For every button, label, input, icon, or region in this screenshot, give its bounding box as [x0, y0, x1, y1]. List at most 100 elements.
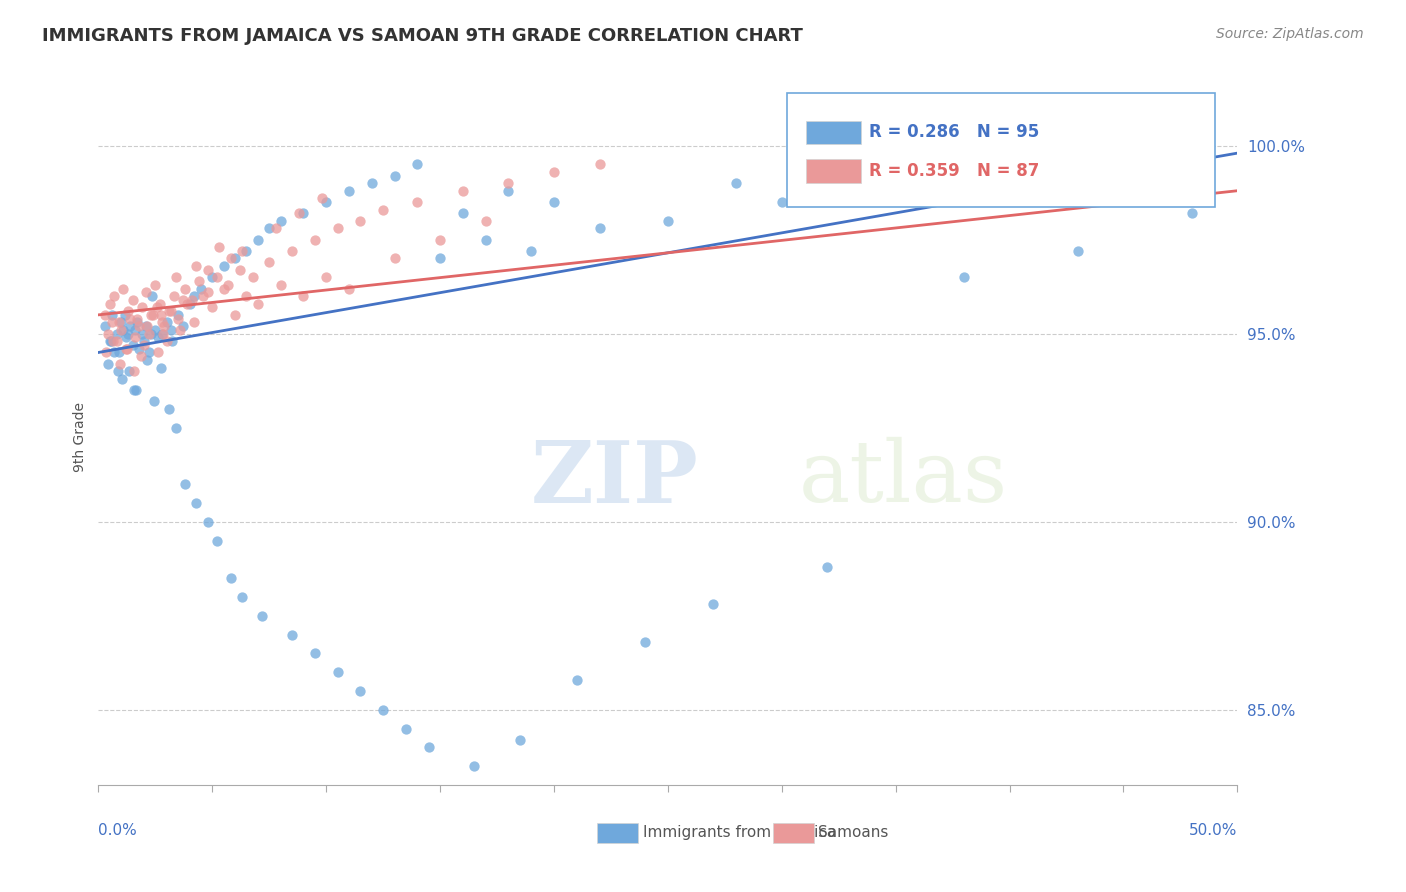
- FancyBboxPatch shape: [773, 823, 814, 844]
- Point: [292, 289, 315, 303]
- Point: [384, 169, 406, 183]
- Point: [103, 345, 125, 359]
- Point: [150, 360, 173, 375]
- Point: [176, 296, 198, 310]
- Point: [725, 176, 748, 190]
- Point: [108, 345, 131, 359]
- Point: [270, 277, 292, 292]
- Point: [326, 665, 349, 680]
- Text: Source: ZipAtlas.com: Source: ZipAtlas.com: [1216, 27, 1364, 41]
- Point: [179, 296, 201, 310]
- Point: [406, 194, 429, 209]
- Point: [224, 308, 246, 322]
- Point: [1112, 146, 1135, 161]
- Point: [165, 270, 187, 285]
- Point: [418, 740, 440, 755]
- Point: [395, 722, 418, 736]
- Text: Immigrants from Jamaica: Immigrants from Jamaica: [643, 825, 837, 839]
- Point: [127, 311, 149, 326]
- Point: [172, 293, 194, 307]
- Point: [149, 296, 172, 310]
- Point: [281, 627, 304, 641]
- Point: [142, 308, 165, 322]
- Point: [463, 759, 485, 773]
- Point: [884, 169, 907, 183]
- Point: [114, 342, 136, 356]
- Text: atlas: atlas: [799, 437, 1008, 520]
- Point: [174, 281, 197, 295]
- Point: [205, 533, 228, 548]
- Point: [231, 590, 253, 604]
- Point: [122, 383, 145, 397]
- Point: [103, 289, 125, 303]
- Point: [953, 270, 976, 285]
- Point: [212, 259, 235, 273]
- Point: [101, 315, 124, 329]
- Point: [153, 319, 176, 334]
- Point: [138, 345, 160, 359]
- Point: [112, 323, 135, 337]
- Point: [281, 244, 304, 258]
- Point: [112, 281, 135, 295]
- Point: [193, 289, 215, 303]
- Point: [131, 326, 153, 341]
- Point: [115, 342, 138, 356]
- Point: [429, 233, 451, 247]
- Point: [108, 315, 131, 329]
- Point: [315, 270, 337, 285]
- Point: [120, 311, 142, 326]
- Point: [129, 349, 152, 363]
- Point: [246, 296, 269, 310]
- Point: [172, 319, 194, 334]
- Point: [169, 323, 191, 337]
- Point: [127, 315, 149, 329]
- Point: [146, 330, 169, 344]
- FancyBboxPatch shape: [806, 120, 862, 145]
- Point: [451, 206, 474, 220]
- Point: [1181, 206, 1204, 220]
- Point: [156, 334, 179, 348]
- Point: [117, 304, 139, 318]
- Point: [174, 477, 197, 491]
- Point: [135, 285, 157, 300]
- Point: [235, 289, 257, 303]
- Point: [634, 635, 657, 649]
- Point: [128, 319, 150, 334]
- Point: [160, 323, 183, 337]
- Text: ZIP: ZIP: [531, 437, 699, 521]
- Point: [349, 214, 371, 228]
- Point: [259, 255, 281, 269]
- Point: [138, 326, 160, 341]
- Point: [125, 383, 148, 397]
- Point: [1067, 244, 1090, 258]
- Point: [145, 277, 167, 292]
- Point: [135, 319, 157, 334]
- Point: [94, 308, 117, 322]
- Point: [132, 334, 155, 348]
- Point: [136, 353, 159, 368]
- Point: [132, 338, 155, 352]
- Text: Samoans: Samoans: [818, 825, 889, 839]
- Point: [474, 214, 496, 228]
- Point: [145, 323, 167, 337]
- Point: [121, 338, 143, 352]
- Point: [117, 326, 139, 341]
- Point: [349, 684, 371, 698]
- Point: [110, 315, 132, 329]
- Point: [197, 515, 219, 529]
- Point: [228, 262, 250, 277]
- Point: [219, 571, 242, 585]
- Point: [96, 326, 118, 341]
- Point: [131, 301, 153, 315]
- Point: [141, 289, 163, 303]
- Text: R = 0.286   N = 95: R = 0.286 N = 95: [869, 123, 1039, 141]
- Text: 0.0%: 0.0%: [98, 823, 138, 838]
- Point: [139, 308, 162, 322]
- Point: [121, 293, 143, 307]
- Point: [167, 311, 190, 326]
- Point: [205, 270, 228, 285]
- Point: [474, 233, 496, 247]
- Point: [231, 244, 253, 258]
- Point: [150, 308, 173, 322]
- Point: [183, 315, 205, 329]
